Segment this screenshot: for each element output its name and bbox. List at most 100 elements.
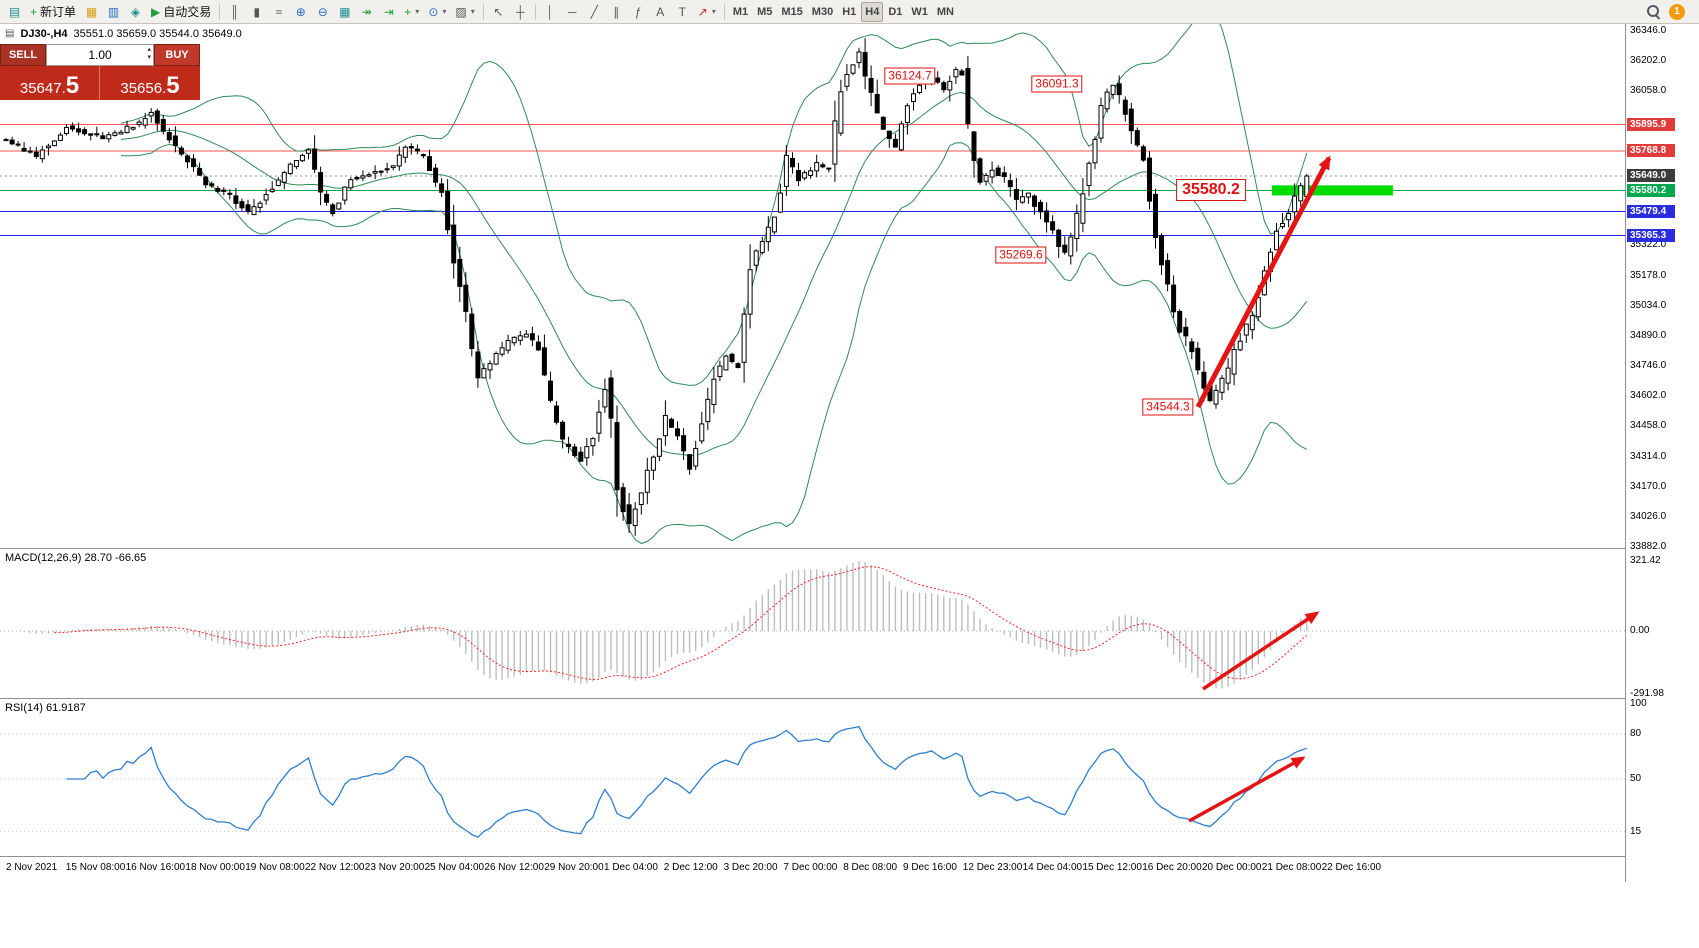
notification-badge[interactable]: 1: [1669, 3, 1685, 20]
chart-window-button[interactable]: ▤: [4, 2, 25, 22]
macd-axis-label: 321.42: [1630, 555, 1661, 566]
timeframe-w1[interactable]: W1: [911, 5, 928, 18]
autotrading-button[interactable]: ▶ 自动交易: [147, 2, 215, 22]
macd-svg[interactable]: [0, 549, 1625, 699]
price-tick: 34746.0: [1630, 360, 1667, 372]
navigator-button[interactable]: ◈: [125, 2, 146, 22]
rsi-axis-label: 80: [1630, 728, 1642, 739]
tile-windows-button[interactable]: ▦: [334, 2, 355, 22]
volume-down-button[interactable]: ▾: [147, 54, 151, 61]
channel-button[interactable]: ∥: [606, 2, 627, 22]
price-annotation[interactable]: 36091.3: [1031, 75, 1083, 93]
zoom-out-button[interactable]: ⊖: [312, 2, 333, 22]
search-icon[interactable]: [1646, 4, 1661, 19]
ohlc-values: 35551.0 35659.0 35544.0 35649.0: [73, 28, 242, 40]
text-label-button[interactable]: T: [672, 2, 693, 22]
auto-scroll-button[interactable]: ↠: [356, 2, 377, 22]
highlight-band[interactable]: [1272, 185, 1393, 196]
time-label: 15 Dec 12:00: [1082, 862, 1142, 873]
price-annotation[interactable]: 35269.6: [995, 246, 1047, 264]
time-label: 8 Dec 08:00: [843, 862, 898, 873]
candlestick-icon: ▮: [253, 4, 261, 19]
one-click-trading-widget: SELL 1.00 ▴ ▾ BUY 35647. 5 35656. 5: [0, 44, 200, 100]
text-label-icon: T: [678, 4, 686, 19]
bottom-empty-area: [0, 882, 1699, 948]
price-chip-blue: 35365.3: [1627, 228, 1675, 242]
timeframe-mn[interactable]: MN: [936, 5, 954, 18]
toolbar-separator: [534, 3, 536, 20]
time-label: 16 Nov 16:00: [125, 862, 186, 873]
main-chart-svg[interactable]: [0, 24, 1625, 548]
time-label: 14 Dec 04:00: [1022, 862, 1083, 873]
volume-spinner: ▴ ▾: [147, 46, 151, 62]
main-toolbar: ▤ + 新订单 ▦ ▥ ◈ ▶ 自动交易 ║ ▮ ≈ ⊕ ⊖ ▦ ↠ ⇥ + ▾ …: [0, 0, 1699, 24]
volume-up-button[interactable]: ▴: [147, 46, 151, 53]
fibonacci-button[interactable]: ƒ: [628, 2, 649, 22]
time-label: 1 Dec 04:00: [604, 862, 658, 873]
price-annotation[interactable]: 35580.2: [1176, 179, 1246, 201]
macd-panel[interactable]: MACD(12,26,9) 28.70 -66.65: [0, 548, 1625, 698]
text-button[interactable]: A: [650, 2, 671, 22]
chart-shift-button[interactable]: ⇥: [378, 2, 399, 22]
timeframe-m30[interactable]: M30: [811, 5, 834, 18]
trendline-button[interactable]: ╱: [584, 2, 605, 22]
line-chart-button[interactable]: ≈: [268, 2, 289, 22]
new-order-button[interactable]: + 新订单: [26, 2, 80, 22]
buy-button[interactable]: BUY: [154, 44, 200, 66]
sell-button[interactable]: SELL: [0, 44, 46, 66]
data-window-button[interactable]: ▥: [103, 2, 124, 22]
chart-shift-icon: ⇥: [383, 4, 394, 19]
chevron-down-icon: ▾: [442, 7, 447, 16]
market-watch-icon: ▦: [85, 4, 98, 19]
crosshair-button[interactable]: ┼: [510, 2, 531, 22]
timeframe-h1[interactable]: H1: [842, 5, 857, 18]
timeframe-m1[interactable]: M1: [732, 5, 749, 18]
market-watch-button[interactable]: ▦: [81, 2, 102, 22]
cursor-button[interactable]: ↖: [488, 2, 509, 22]
vertical-line-icon: │: [546, 4, 555, 19]
arrows-tool-button[interactable]: ↗ ▾: [694, 2, 720, 22]
text-icon: A: [656, 4, 665, 19]
template-button[interactable]: ▨ ▾: [451, 2, 478, 22]
trend-arrow[interactable]: [1195, 155, 1332, 409]
macd-label: MACD(12,26,9) 28.70 -66.65: [5, 552, 147, 564]
period-button[interactable]: ⊙ ▾: [424, 2, 450, 22]
time-axis[interactable]: 2 Nov 2021 15 Nov 08:00 16 Nov 16:00 18 Nov…: [0, 856, 1625, 882]
price-annotation[interactable]: 36124.7: [884, 67, 936, 85]
sell-price-panel[interactable]: 35647. 5: [0, 66, 100, 100]
price-tick: 33882.0: [1630, 541, 1667, 552]
template-icon: ▨: [455, 4, 467, 19]
macd-histogram: [23, 561, 1308, 689]
price-annotation[interactable]: 34544.3: [1142, 398, 1194, 416]
trendline-icon: ╱: [590, 4, 598, 19]
vertical-line-button[interactable]: │: [540, 2, 561, 22]
rsi-label: RSI(14) 61.9187: [5, 702, 86, 714]
timeframe-h4[interactable]: H4: [861, 1, 884, 22]
add-indicator-button[interactable]: + ▾: [400, 2, 423, 22]
price-chart-panel[interactable]: ▤ DJ30-,H4 35551.0 35659.0 35544.0 35649…: [0, 24, 1625, 548]
chart-title: ▤ DJ30-,H4 35551.0 35659.0 35544.0 35649…: [5, 28, 242, 40]
trend-arrow[interactable]: [1188, 756, 1306, 823]
rsi-svg[interactable]: [0, 699, 1625, 857]
timeframe-m15[interactable]: M15: [781, 5, 803, 18]
horizontal-line-button[interactable]: ─: [562, 2, 583, 22]
symbol-period-label: DJ30-,H4: [20, 28, 68, 40]
timeframe-m5[interactable]: M5: [757, 5, 773, 18]
volume-input[interactable]: 1.00 ▴ ▾: [46, 44, 154, 66]
rsi-line: [66, 725, 1308, 838]
timeframe-d1[interactable]: D1: [888, 5, 903, 18]
sell-price: 35647.: [19, 80, 66, 97]
price-chip-current: 35649.0: [1627, 169, 1675, 183]
time-label: 22 Dec 16:00: [1321, 862, 1382, 873]
bar-chart-button[interactable]: ║: [224, 2, 245, 22]
zoom-in-button[interactable]: ⊕: [290, 2, 311, 22]
buy-price-panel[interactable]: 35656. 5: [100, 66, 200, 100]
rsi-axis-label: 50: [1630, 773, 1642, 784]
time-label: 20 Dec 00:00: [1202, 862, 1262, 873]
price-tick: 34890.0: [1630, 329, 1667, 341]
rsi-panel[interactable]: RSI(14) 61.9187: [0, 698, 1625, 856]
clock-icon: ⊙: [428, 4, 439, 19]
candlestick-chart-button[interactable]: ▮: [246, 2, 267, 22]
trend-arrow[interactable]: [1202, 611, 1320, 691]
price-axis[interactable]: 36346.0 36202.0 36058.0 35322.0 35178.0 35034…: [1625, 24, 1699, 882]
